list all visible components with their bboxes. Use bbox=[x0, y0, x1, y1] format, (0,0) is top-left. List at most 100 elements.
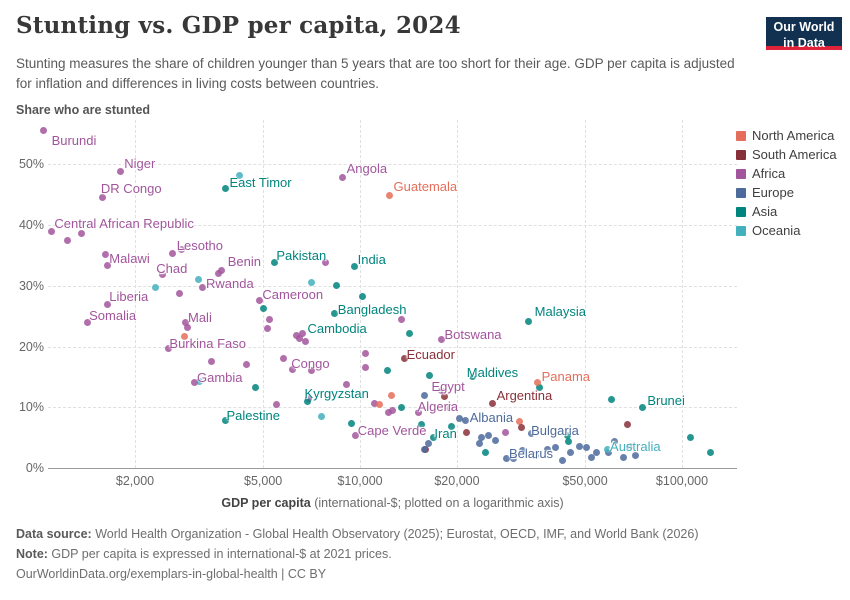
data-point[interactable] bbox=[462, 416, 470, 424]
data-point[interactable] bbox=[619, 453, 627, 461]
data-point[interactable] bbox=[270, 259, 278, 267]
data-point[interactable] bbox=[169, 250, 177, 258]
data-point[interactable] bbox=[518, 447, 526, 455]
data-point[interactable] bbox=[280, 355, 288, 363]
data-point[interactable] bbox=[352, 432, 360, 440]
data-point[interactable] bbox=[510, 454, 518, 462]
data-point[interactable] bbox=[406, 329, 414, 337]
data-point[interactable] bbox=[164, 345, 172, 353]
data-point[interactable] bbox=[624, 421, 632, 429]
data-point[interactable] bbox=[517, 424, 525, 432]
data-point[interactable] bbox=[424, 439, 432, 447]
data-point[interactable] bbox=[437, 387, 445, 395]
data-point[interactable] bbox=[543, 446, 551, 454]
data-point[interactable] bbox=[152, 283, 160, 291]
data-point[interactable] bbox=[455, 415, 463, 423]
data-point[interactable] bbox=[221, 185, 229, 193]
data-point[interactable] bbox=[604, 449, 612, 457]
data-point[interactable] bbox=[388, 392, 396, 400]
data-point[interactable] bbox=[184, 323, 192, 331]
data-point[interactable] bbox=[208, 357, 216, 365]
data-point[interactable] bbox=[426, 372, 434, 380]
data-point[interactable] bbox=[564, 432, 572, 440]
data-point[interactable] bbox=[503, 455, 511, 463]
data-point[interactable] bbox=[527, 430, 535, 438]
data-point[interactable] bbox=[686, 433, 694, 441]
data-point[interactable] bbox=[631, 451, 639, 459]
data-point[interactable] bbox=[302, 338, 310, 346]
data-point[interactable] bbox=[296, 335, 304, 343]
data-point[interactable] bbox=[593, 448, 601, 456]
data-point[interactable] bbox=[178, 246, 186, 254]
data-point[interactable] bbox=[441, 393, 449, 401]
data-point[interactable] bbox=[371, 399, 378, 407]
data-point[interactable] bbox=[421, 391, 429, 399]
data-point[interactable] bbox=[384, 367, 392, 375]
data-point[interactable] bbox=[63, 237, 71, 245]
data-point[interactable] bbox=[386, 192, 394, 200]
data-point[interactable] bbox=[304, 398, 312, 406]
data-point[interactable] bbox=[576, 442, 584, 450]
data-point[interactable] bbox=[77, 230, 85, 238]
data-point[interactable] bbox=[308, 366, 316, 374]
data-point[interactable] bbox=[611, 437, 619, 445]
data-point[interactable] bbox=[361, 349, 369, 357]
data-point[interactable] bbox=[194, 275, 202, 283]
data-point[interactable] bbox=[361, 363, 369, 371]
data-point[interactable] bbox=[351, 263, 359, 271]
data-point[interactable] bbox=[429, 433, 437, 441]
legend-item-oceania[interactable]: Oceania bbox=[736, 223, 800, 238]
data-point[interactable] bbox=[525, 317, 533, 325]
legend-item-north-america[interactable]: North America bbox=[736, 128, 834, 143]
data-point[interactable] bbox=[532, 452, 540, 460]
data-point[interactable] bbox=[190, 379, 198, 387]
data-point[interactable] bbox=[264, 325, 272, 333]
data-point[interactable] bbox=[401, 355, 409, 363]
legend-item-asia[interactable]: Asia bbox=[736, 204, 777, 219]
data-point[interactable] bbox=[415, 409, 423, 417]
data-point[interactable] bbox=[536, 384, 544, 392]
data-point[interactable] bbox=[304, 394, 312, 402]
data-point[interactable] bbox=[384, 408, 392, 416]
data-point[interactable] bbox=[502, 428, 510, 436]
data-point[interactable] bbox=[265, 315, 273, 323]
data-point[interactable] bbox=[607, 396, 615, 404]
data-point[interactable] bbox=[343, 381, 351, 389]
data-point[interactable] bbox=[181, 319, 189, 327]
data-point[interactable] bbox=[196, 378, 204, 386]
data-point[interactable] bbox=[158, 271, 166, 279]
data-point[interactable] bbox=[307, 279, 315, 287]
data-point[interactable] bbox=[588, 453, 596, 461]
footer-citation[interactable]: OurWorldinData.org/exemplars-in-global-h… bbox=[16, 567, 327, 581]
data-point[interactable] bbox=[339, 174, 347, 182]
data-point[interactable] bbox=[559, 456, 567, 464]
data-point[interactable] bbox=[116, 168, 124, 176]
data-point[interactable] bbox=[625, 442, 633, 450]
data-point[interactable] bbox=[40, 127, 48, 135]
data-point[interactable] bbox=[347, 419, 355, 427]
data-point[interactable] bbox=[272, 400, 280, 408]
data-point[interactable] bbox=[376, 401, 384, 409]
data-point[interactable] bbox=[489, 399, 497, 407]
data-point[interactable] bbox=[221, 416, 229, 424]
data-point[interactable] bbox=[564, 438, 572, 446]
data-point[interactable] bbox=[476, 440, 483, 448]
data-point[interactable] bbox=[318, 413, 326, 421]
data-point[interactable] bbox=[180, 332, 188, 340]
data-point[interactable] bbox=[252, 384, 260, 392]
legend-item-south-america[interactable]: South America bbox=[736, 147, 837, 162]
data-point[interactable] bbox=[603, 445, 611, 453]
data-point[interactable] bbox=[448, 423, 456, 431]
data-point[interactable] bbox=[322, 259, 330, 267]
data-point[interactable] bbox=[255, 297, 263, 305]
data-point[interactable] bbox=[583, 444, 591, 452]
data-point[interactable] bbox=[83, 319, 91, 327]
data-point[interactable] bbox=[198, 284, 206, 292]
data-point[interactable] bbox=[236, 172, 244, 180]
data-point[interactable] bbox=[437, 335, 445, 343]
legend-item-africa[interactable]: Africa bbox=[736, 166, 785, 181]
data-point[interactable] bbox=[259, 305, 267, 313]
data-point[interactable] bbox=[482, 448, 490, 456]
data-point[interactable] bbox=[293, 331, 301, 339]
data-point[interactable] bbox=[397, 403, 405, 411]
